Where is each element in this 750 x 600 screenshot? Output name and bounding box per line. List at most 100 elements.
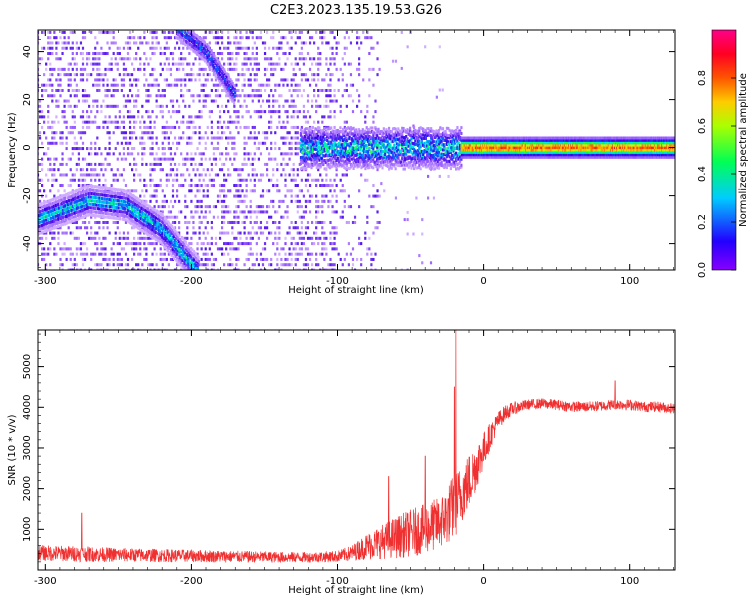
- spectrogram-cell: [85, 147, 89, 151]
- spectrogram-cell: [149, 184, 152, 188]
- spectrogram-cell: [241, 62, 244, 66]
- spectrogram-cell: [102, 83, 105, 87]
- spectrogram-cell: [306, 110, 310, 114]
- spectrogram-cell: [151, 168, 154, 172]
- spectrogram-cell: [53, 194, 56, 198]
- spectrogram-cell: [227, 88, 230, 92]
- spectrogram-cell: [88, 120, 91, 124]
- spectrogram-cell: [87, 209, 90, 213]
- spectrogram-cell: [316, 162, 320, 166]
- spectrogram-cell: [360, 173, 363, 177]
- spectrogram-cell: [186, 247, 190, 251]
- spectrogram-cell: [229, 67, 232, 71]
- spectrogram-cell: [259, 152, 263, 156]
- spectrogram-cell: [229, 115, 232, 119]
- spectrogram-cell: [233, 87, 236, 91]
- spectrogram-cell: [235, 236, 238, 240]
- spectrogram-cell: [73, 62, 76, 66]
- spectrogram-cell: [159, 62, 162, 66]
- spectrogram-cell: [323, 236, 326, 240]
- spectrogram-cell: [280, 247, 283, 251]
- spectrogram-cell: [313, 133, 316, 137]
- spectrogram-cell: [40, 227, 43, 231]
- spectrogram-cell: [85, 226, 89, 230]
- spectrogram-cell: [210, 184, 213, 188]
- spectrogram-cell: [210, 141, 213, 145]
- spectrogram-cell: [141, 157, 144, 161]
- spectrogram-cell: [178, 254, 181, 258]
- spectrogram-cell: [301, 166, 304, 170]
- spectrogram-cell: [308, 173, 312, 177]
- spectrogram-cell: [49, 125, 52, 129]
- spectrogram-cell: [79, 168, 83, 172]
- spectrogram-cell: [370, 257, 373, 261]
- spectrogram-cell: [325, 268, 328, 270]
- spectrogram-cell: [183, 260, 186, 264]
- spectrogram-cell: [61, 152, 64, 156]
- spectrogram-cell: [334, 131, 337, 135]
- spectrogram-cell: [156, 221, 159, 225]
- spectrogram-cell: [90, 231, 93, 235]
- spectrogram-cell: [66, 221, 69, 225]
- spectrogram-cell: [320, 146, 324, 150]
- spectrogram-cell: [110, 30, 113, 34]
- spectrogram-cell: [171, 220, 175, 224]
- spectrogram-cell: [313, 155, 316, 159]
- spectrogram-cell: [110, 189, 113, 193]
- spectrogram-cell: [190, 157, 193, 161]
- spectrogram-cell: [199, 44, 202, 48]
- spectrogram-cell: [229, 81, 233, 85]
- spectrogram-cell: [259, 220, 263, 224]
- spectrogram-cell: [298, 252, 301, 256]
- spectrogram-cell: [67, 268, 70, 270]
- spectrogram-cell: [73, 125, 76, 129]
- spectrogram-cell: [54, 203, 57, 207]
- spectrogram-cell: [288, 141, 291, 145]
- spectrogram-cell: [47, 94, 50, 98]
- spectrogram-cell: [349, 125, 353, 129]
- spectrogram-cell: [38, 178, 40, 182]
- spectrogram-cell: [171, 125, 175, 129]
- spectrogram-cell: [320, 152, 324, 156]
- spectrogram-cell: [130, 115, 134, 119]
- spectrogram-cell: [202, 51, 206, 55]
- spectrogram-cell: [195, 271, 197, 274]
- spectrogram-cell: [249, 215, 252, 219]
- spectrogram-cell: [284, 52, 287, 56]
- spectrogram-cell: [282, 157, 285, 161]
- spectrogram-cell: [227, 67, 230, 71]
- spectrogram-cell: [176, 231, 179, 235]
- spectrogram-cell: [239, 236, 242, 240]
- spectrogram-cell: [261, 83, 265, 87]
- spectrogram-cell: [175, 178, 179, 182]
- spectrogram-cell: [137, 236, 140, 240]
- spectrogram-cell: [253, 210, 256, 214]
- spectrogram-cell: [294, 263, 297, 267]
- spectrogram-cell: [67, 215, 70, 219]
- spectrogram-cell: [51, 41, 54, 45]
- spectrogram-cell: [51, 201, 54, 205]
- spectrogram-cell: [315, 257, 318, 261]
- spectrogram-cell: [193, 255, 196, 259]
- spectrogram-cell: [114, 205, 117, 209]
- spectrogram-cell: [49, 46, 52, 50]
- spectrogram-cell: [299, 156, 303, 160]
- spectrogram-cell: [325, 57, 328, 61]
- spectrogram-cell: [92, 199, 95, 203]
- spectrogram-cell: [202, 252, 205, 256]
- spectrogram-cell: [370, 67, 373, 71]
- spectrogram-cell: [190, 67, 193, 71]
- spectrogram-cell: [74, 218, 78, 222]
- spectrogram-cell: [149, 242, 152, 246]
- spectrogram-cell: [182, 253, 185, 257]
- spectrogram-cell: [185, 271, 187, 274]
- spectrogram-cell: [120, 199, 124, 203]
- spectrogram-cell: [218, 115, 222, 119]
- spectrogram-cell: [81, 184, 85, 188]
- spectrogram-cell: [152, 211, 155, 215]
- spectrogram-cell: [151, 131, 154, 135]
- spectrogram-cell: [241, 83, 244, 87]
- spectrogram-cell: [91, 210, 95, 214]
- spectrogram-cell: [171, 62, 175, 66]
- spectrogram-cell: [99, 193, 102, 197]
